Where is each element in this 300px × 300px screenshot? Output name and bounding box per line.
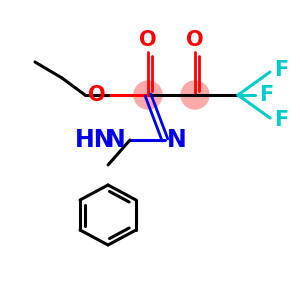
Text: F: F bbox=[259, 85, 273, 105]
Text: HN: HN bbox=[74, 128, 114, 152]
Text: O: O bbox=[186, 30, 204, 50]
Text: N: N bbox=[167, 128, 187, 152]
Text: F: F bbox=[274, 110, 288, 130]
Circle shape bbox=[181, 81, 209, 109]
Circle shape bbox=[134, 81, 162, 109]
Text: O: O bbox=[139, 30, 157, 50]
Text: F: F bbox=[274, 60, 288, 80]
Text: N: N bbox=[106, 128, 126, 152]
Text: O: O bbox=[88, 85, 106, 105]
